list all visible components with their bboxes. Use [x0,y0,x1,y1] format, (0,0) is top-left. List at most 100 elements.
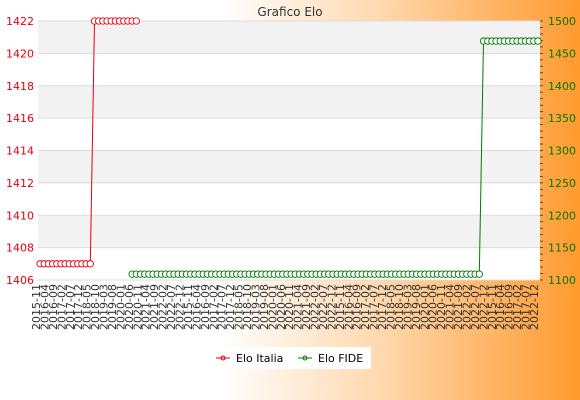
x-tick-label: 2019-03 [98,284,111,330]
x-tick-label: 2018-10 [241,284,254,330]
legend-marker-elo-fide [302,355,308,361]
x-tick-label: 2016-09 [47,284,60,330]
x-tick-label: 2018-05 [385,284,398,330]
left-tick-label: 1406 [6,274,34,287]
x-tick-label: 2020-11 [131,284,144,330]
x-tick-label: 2016-09 [503,284,516,330]
right-tick-label: 1150 [548,242,576,255]
x-tick-label: 2019-03 [249,284,262,330]
legend-entry-elo-italia: Elo Italia [236,352,283,365]
left-tick-label: 1422 [6,15,34,28]
plot-band [38,85,540,119]
x-tick-label: 2021-04 [292,284,305,330]
legend-marker-elo-italia [220,355,226,361]
x-tick-label: 2020-01 [114,284,127,330]
plot-band [38,182,540,216]
x-tick-label: 2016-09 [351,284,364,330]
left-axis-ticks: 1406 1408 1410 1412 1414 1416 1418 1420 1422 [6,15,34,287]
x-tick-label: 2020-11 [283,284,296,330]
x-tick-label: 2019-08 [410,284,423,330]
x-tick-label: 2015-11 [486,284,499,330]
x-tick-label: 2022-12 [477,284,490,330]
x-tick-label: 2022-02 [157,284,170,330]
x-tick-label: 2016-09 [199,284,212,330]
x-tick-label: 2018-05 [81,284,94,330]
x-axis-ticks: 2015-112016-042016-092017-022017-072017-… [30,284,541,330]
data-point [475,270,483,278]
x-tick-label: 2022-07 [317,284,330,330]
left-tick-label: 1416 [6,112,34,125]
x-tick-label: 2021-04 [140,284,153,330]
legend-box [211,347,371,369]
legend-entry-elo-fide: Elo FIDE [318,352,363,365]
right-tick-label: 1500 [548,15,576,28]
x-tick-label: 2017-02 [511,284,524,330]
right-tick-label: 1100 [548,274,576,287]
left-tick-label: 1418 [6,80,34,93]
left-tick-label: 1408 [6,242,34,255]
x-tick-label: 2020-11 [435,284,448,330]
x-tick-label: 2017-12 [376,284,389,330]
x-tick-label: 2020-01 [266,284,279,330]
x-tick-label: 2016-04 [494,284,507,330]
right-tick-label: 1300 [548,145,576,158]
legend: Elo Italia Elo FIDE [211,347,371,369]
plot-band [38,118,540,151]
plot-band [38,53,540,86]
x-tick-label: 2017-02 [359,284,372,330]
x-tick-label: 2020-06 [275,284,288,330]
x-tick-label: 2022-02 [460,284,473,330]
x-tick-label: 2021-09 [148,284,161,330]
x-tick-label: 2022-02 [309,284,322,330]
x-tick-label: 2019-03 [401,284,414,330]
right-tick-label: 1450 [548,47,576,60]
right-tick-label: 1400 [548,80,576,93]
x-tick-label: 2022-07 [469,284,482,330]
x-tick-label: 2015-11 [334,284,347,330]
x-tick-label: 2022-12 [173,284,186,330]
x-tick-label: 2021-04 [444,284,457,330]
plot-background [38,21,540,280]
x-tick-label: 2018-10 [89,284,102,330]
x-tick-label: 2022-12 [325,284,338,330]
left-tick-label: 1412 [6,177,34,190]
x-tick-label: 2017-07 [520,284,533,330]
x-tick-label: 2017-12 [72,284,85,330]
x-tick-label: 2016-04 [38,284,51,330]
right-axis-ticks: 1100 1150 1200 1250 1300 1350 1400 1450 1500 [540,15,576,287]
x-tick-label: 2022-07 [165,284,178,330]
series-elo-italia [36,17,140,268]
x-tick-label: 2016-04 [190,284,203,330]
x-tick-label: 2017-12 [224,284,237,330]
plot-band [38,150,540,183]
x-tick-label: 2015-11 [30,284,43,330]
x-tick-label: 2017-07 [216,284,229,330]
x-tick-label: 2016-04 [342,284,355,330]
x-tick-label: 2020-01 [418,284,431,330]
plot-band [38,215,540,248]
data-point [86,260,94,268]
x-tick-label: 2021-09 [300,284,313,330]
x-tick-label: 2017-07 [64,284,77,330]
x-tick-label: 2015-11 [182,284,195,330]
left-tick-label: 1420 [6,47,34,60]
chart-title: Grafico Elo [257,5,322,19]
x-tick-label: 2022-12 [528,284,541,330]
x-tick-label: 2021-09 [452,284,465,330]
x-tick-label: 2017-07 [368,284,381,330]
right-tick-label: 1200 [548,209,576,222]
left-tick-label: 1414 [6,145,34,158]
data-point [534,37,542,45]
data-point [132,17,140,25]
x-tick-label: 2019-08 [106,284,119,330]
series-elo-fide [128,37,542,278]
right-tick-label: 1250 [548,177,576,190]
right-tick-label: 1350 [548,112,576,125]
x-tick-label: 2017-02 [207,284,220,330]
x-tick-label: 2017-02 [55,284,68,330]
plot-band [38,21,540,54]
x-tick-label: 2018-05 [233,284,246,330]
x-tick-label: 2018-10 [393,284,406,330]
left-tick-label: 1410 [6,209,34,222]
